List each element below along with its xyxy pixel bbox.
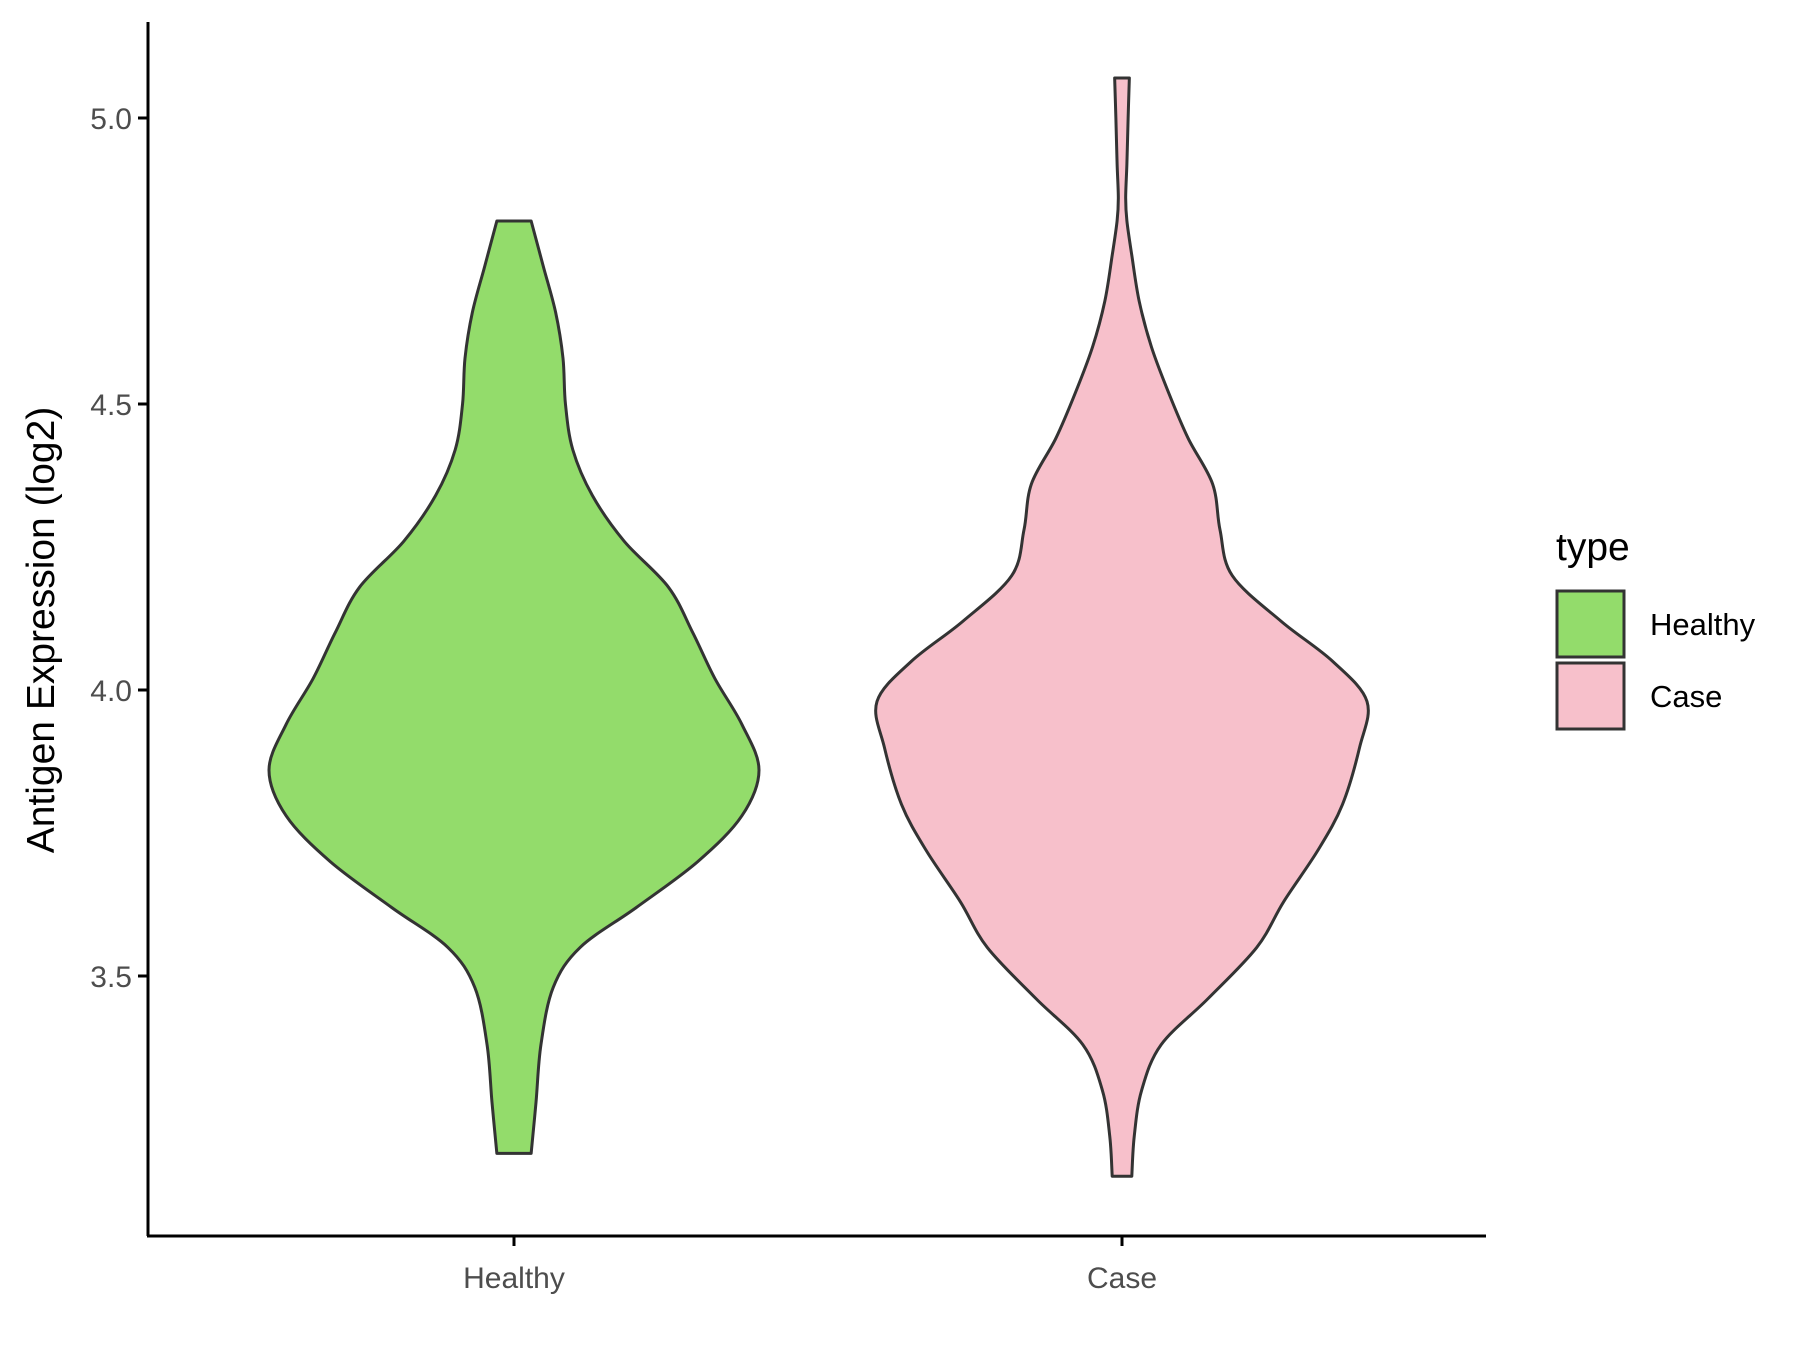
y-axis-title: Antigen Expression (log2) (20, 407, 63, 854)
x-tick-label: Case (1087, 1262, 1157, 1295)
violin-healthy (267, 219, 761, 1155)
violin-layer (267, 76, 1370, 1178)
legend-key-case (1555, 661, 1626, 731)
legend-key-healthy (1555, 589, 1626, 659)
y-tick-label: 5.0 (90, 103, 132, 136)
x-ticks: Healthy Case (463, 1236, 1157, 1295)
y-tick-label: 3.5 (90, 961, 132, 994)
legend-title: type (1556, 526, 1630, 569)
x-tick-label: Healthy (463, 1262, 565, 1295)
y-tick-label: 4.5 (90, 389, 132, 422)
y-tick-label: 4.0 (90, 675, 132, 708)
legend-label-healthy: Healthy (1650, 607, 1756, 642)
legend: type Healthy Case (1555, 526, 1756, 731)
legend-label-case: Case (1650, 679, 1722, 714)
violin-case (874, 76, 1370, 1178)
y-ticks: 3.5 4.0 4.5 5.0 (90, 103, 148, 994)
legend-items: Healthy Case (1555, 589, 1756, 731)
